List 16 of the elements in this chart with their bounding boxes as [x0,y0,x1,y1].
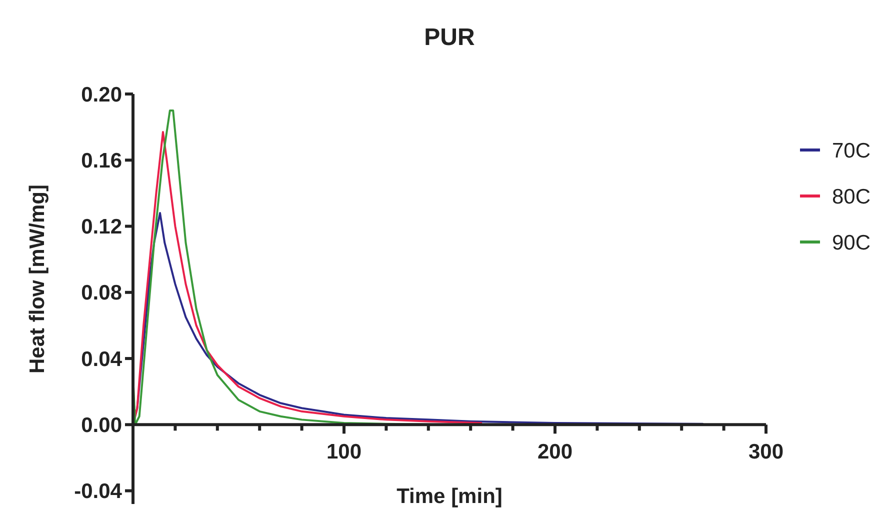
legend-label: 90C [832,231,871,254]
y-tick-label: 0.12 [81,216,122,239]
x-tick-label: 200 [537,440,573,464]
legend-label: 80C [832,185,871,208]
y-tick-label: 0.00 [81,414,122,437]
y-tick-label: 0.08 [81,282,122,305]
x-tick-label: 100 [326,440,362,464]
legend-label: 70C [832,139,871,162]
x-tick-label: 300 [748,440,784,464]
y-tick-label: -0.04 [74,480,122,504]
y-tick-label: 0.20 [81,83,122,106]
chart-title: PUR [424,24,475,51]
x-axis-title: Time [min] [396,485,502,508]
y-tick-label: 0.16 [81,149,122,172]
y-tick-label: 0.04 [81,348,122,371]
y-axis-title: Heat flow [mW/mg] [26,184,49,374]
